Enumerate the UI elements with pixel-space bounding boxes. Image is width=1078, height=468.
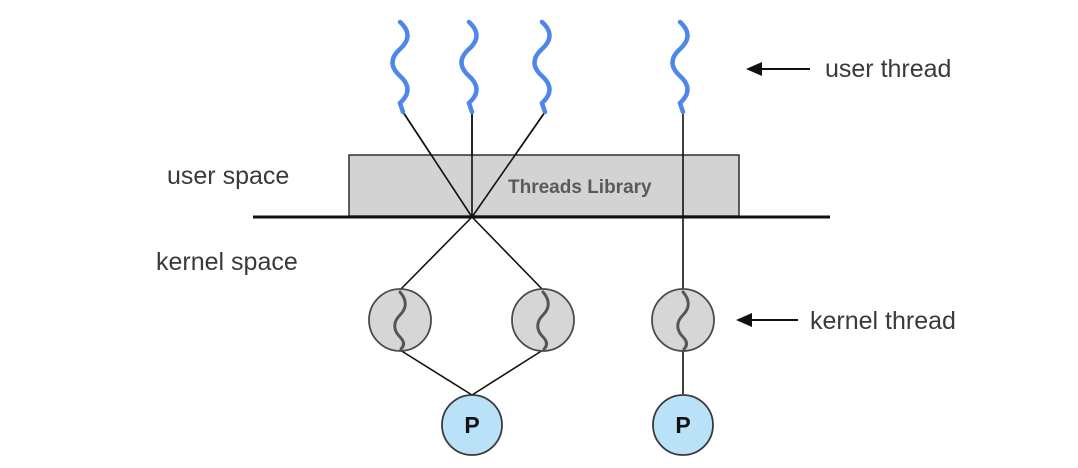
kernel-space-label: kernel space (156, 248, 298, 276)
kernel-thread-3 (651, 288, 715, 352)
connector-library-kthread-1 (399, 216, 473, 291)
user-thread-2 (459, 19, 479, 115)
user-thread-3 (532, 19, 552, 115)
user-thread-1 (390, 19, 410, 115)
kernel-thread-arrow-icon (736, 313, 798, 327)
user-space-label: user space (167, 162, 289, 190)
user-thread-label: user thread (825, 55, 951, 83)
kernel-thread-1 (368, 288, 432, 352)
user-thread-4 (670, 19, 690, 115)
connector-user-thread-3-over (471, 111, 546, 218)
processor-1-label: P (464, 412, 479, 438)
processor-2-label: P (675, 412, 690, 438)
threads-library-label: Threads Library (508, 177, 652, 198)
threads-library-box (348, 154, 740, 217)
user-thread-arrow-icon (746, 62, 810, 76)
connector-kthread-2-proc-1 (471, 349, 544, 396)
kernel-thread-label: kernel thread (810, 307, 956, 335)
processor-2: P (652, 394, 714, 456)
connector-kthread-1-proc-1 (399, 349, 473, 396)
kernel-thread-2 (511, 288, 575, 352)
connector-library-kthread-2 (471, 216, 544, 291)
connector-user-thread-1-over (402, 111, 473, 218)
processor-1: P (441, 394, 503, 456)
